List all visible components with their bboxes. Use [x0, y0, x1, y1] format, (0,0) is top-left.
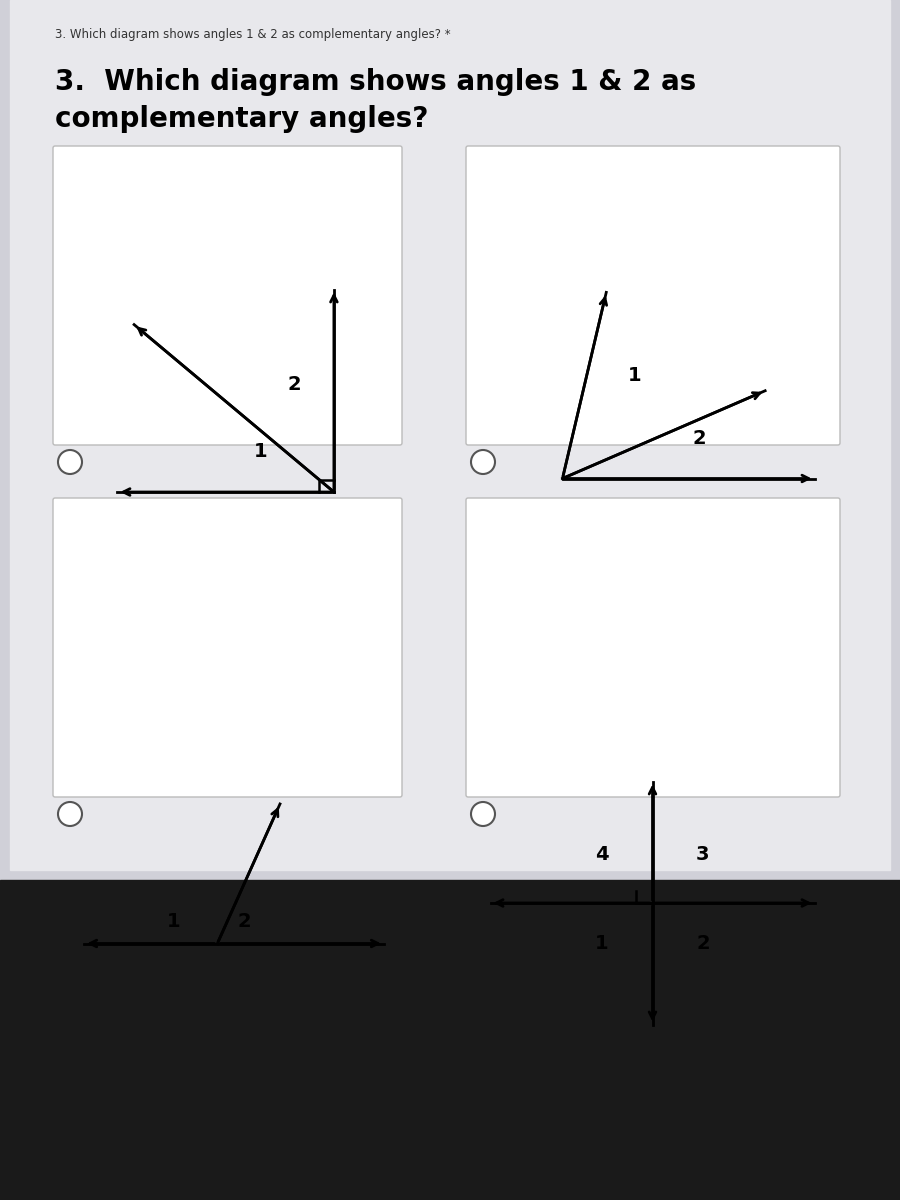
Text: 3. Which diagram shows angles 1 & 2 as complementary angles? *: 3. Which diagram shows angles 1 & 2 as c…	[55, 28, 451, 41]
Circle shape	[471, 450, 495, 474]
FancyBboxPatch shape	[53, 498, 402, 797]
Text: 4: 4	[595, 845, 609, 864]
FancyBboxPatch shape	[466, 146, 840, 445]
Text: 3.  Which diagram shows angles 1 & 2 as: 3. Which diagram shows angles 1 & 2 as	[55, 68, 697, 96]
Text: 2: 2	[692, 428, 706, 448]
Circle shape	[471, 802, 495, 826]
Circle shape	[58, 802, 82, 826]
Text: 2: 2	[287, 374, 301, 394]
Bar	[10, 0, 890, 870]
Text: 3: 3	[697, 845, 709, 864]
FancyBboxPatch shape	[466, 498, 840, 797]
Text: 2: 2	[696, 934, 710, 953]
Text: 1: 1	[254, 442, 267, 461]
Circle shape	[58, 450, 82, 474]
FancyBboxPatch shape	[53, 146, 402, 445]
Bar	[0, 880, 900, 1200]
Text: 1: 1	[595, 934, 609, 953]
Text: 1: 1	[627, 366, 642, 385]
Text: 1: 1	[167, 912, 181, 931]
Text: complementary angles?: complementary angles?	[55, 104, 428, 133]
Text: 2: 2	[238, 912, 251, 931]
